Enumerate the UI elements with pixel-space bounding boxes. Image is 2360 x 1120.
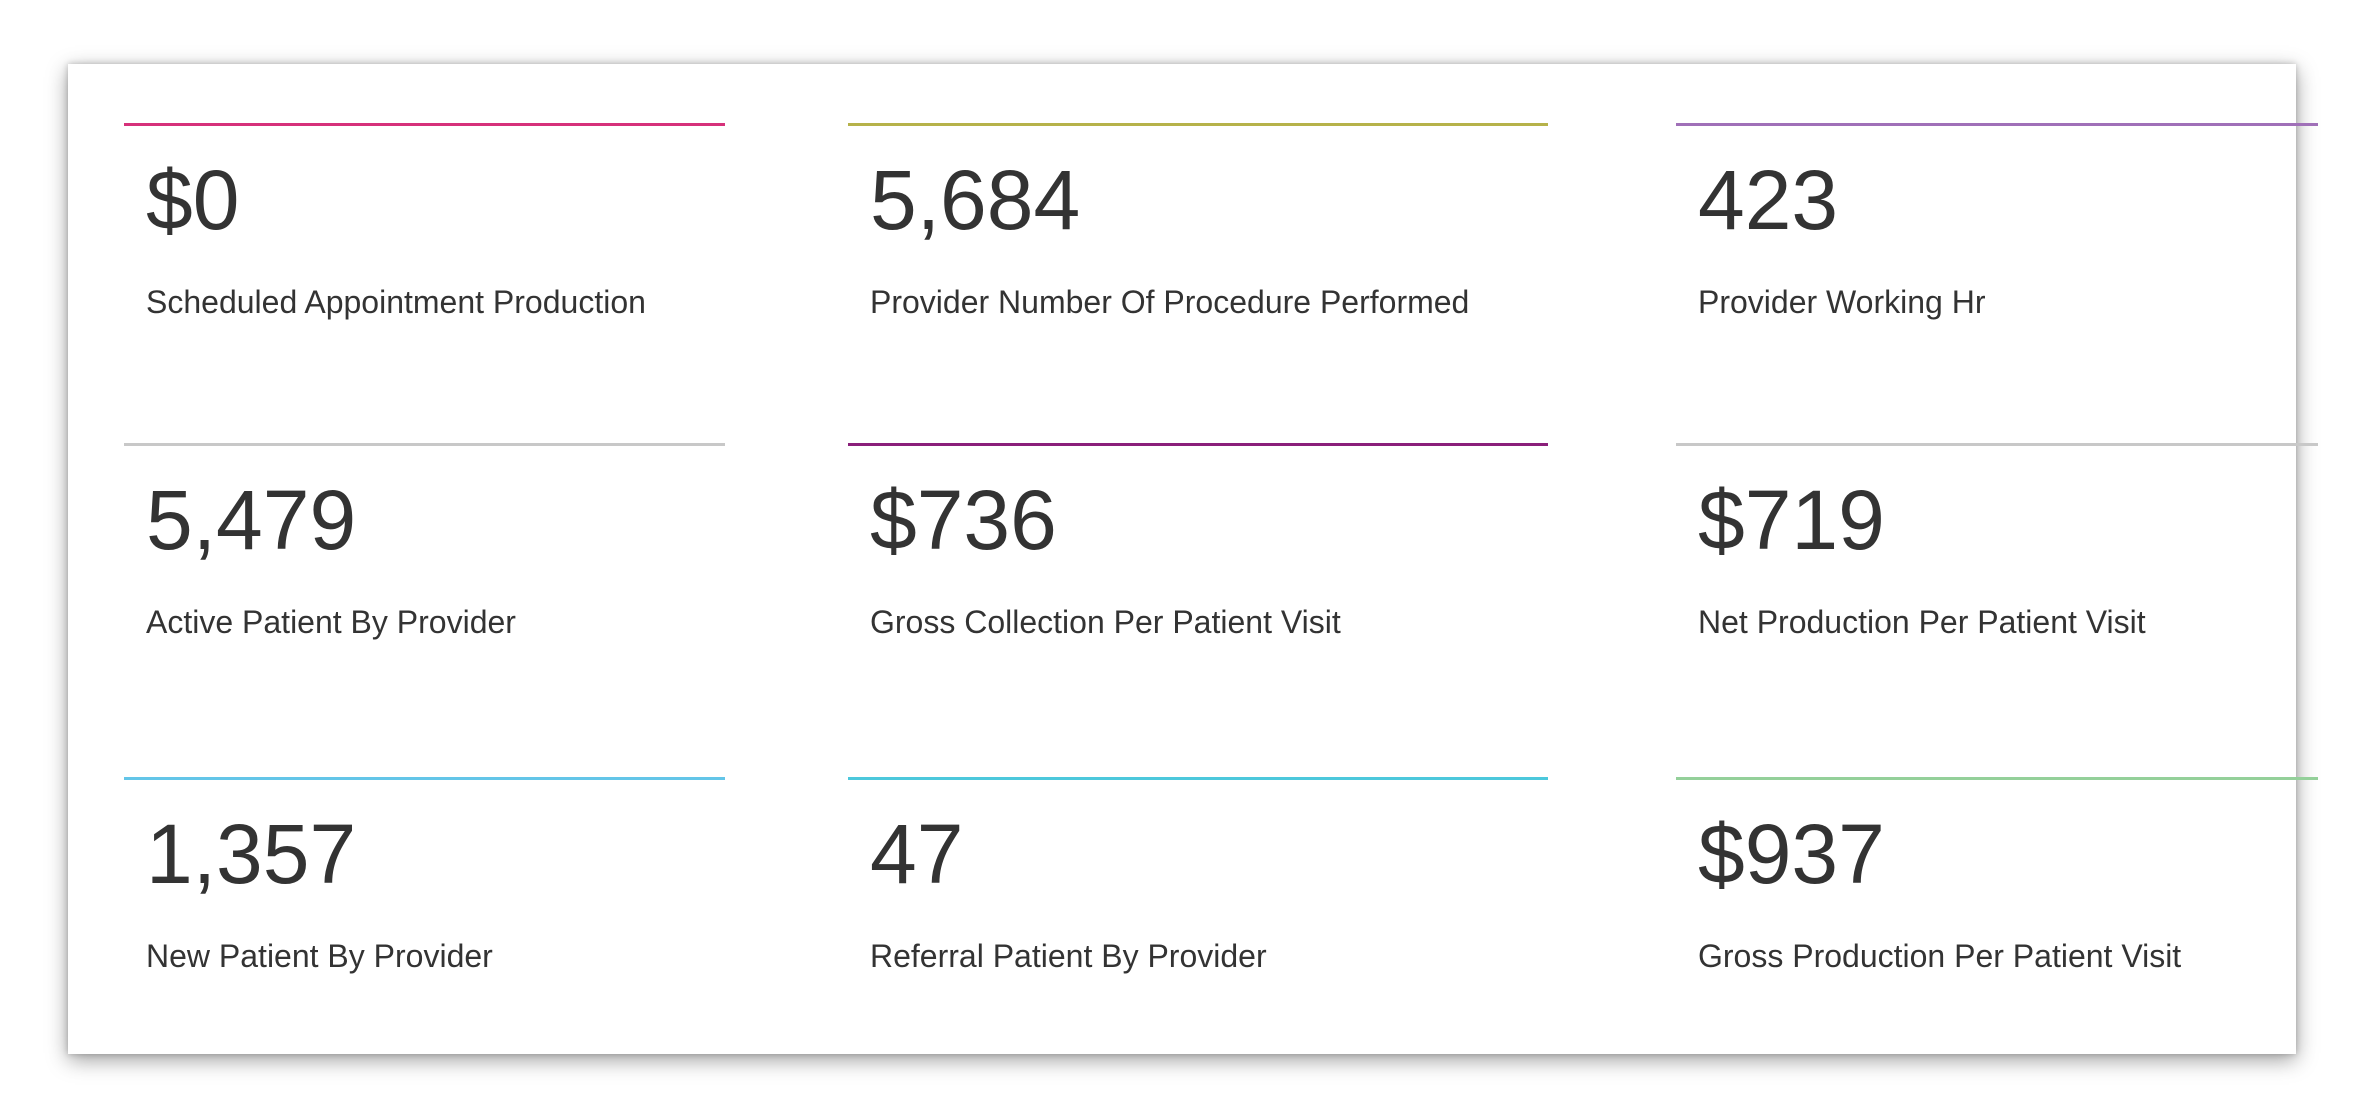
kpi-value: 1,357	[146, 807, 357, 901]
kpi-label: Provider Working Hr	[1698, 284, 1986, 320]
kpi-tile-gross-collection-per-visit: $736 Gross Collection Per Patient Visit	[848, 443, 1548, 638]
kpi-label: Active Patient By Provider	[146, 604, 516, 640]
kpi-label: Gross Production Per Patient Visit	[1698, 938, 2182, 974]
kpi-tile-scheduled-appointment-production: $0 Scheduled Appointment Production	[124, 123, 725, 318]
kpi-value: $0	[146, 153, 240, 247]
kpi-value: 423	[1698, 153, 1839, 247]
kpi-label: Referral Patient By Provider	[870, 938, 1267, 974]
kpi-label: Scheduled Appointment Production	[146, 284, 646, 320]
kpi-value: $736	[870, 473, 1057, 567]
kpi-tile-procedures-performed: 5,684 Provider Number Of Procedure Perfo…	[848, 123, 1548, 318]
kpi-tile-net-production-per-visit: $719 Net Production Per Patient Visit	[1676, 443, 2318, 638]
kpi-tile-provider-working-hours: 423 Provider Working Hr	[1676, 123, 2318, 318]
kpi-value: 47	[870, 807, 964, 901]
kpi-tile-active-patients: 5,479 Active Patient By Provider	[124, 443, 725, 638]
kpi-value: 5,684	[870, 153, 1081, 247]
kpi-label: New Patient By Provider	[146, 938, 493, 974]
kpi-label: Provider Number Of Procedure Performed	[870, 284, 1470, 320]
kpi-label: Net Production Per Patient Visit	[1698, 604, 2146, 640]
kpi-tile-new-patients: 1,357 New Patient By Provider	[124, 777, 725, 972]
kpi-value: 5,479	[146, 473, 357, 567]
kpi-tile-gross-production-per-visit: $937 Gross Production Per Patient Visit	[1676, 777, 2318, 972]
kpi-value: $719	[1698, 473, 1885, 567]
kpi-value: $937	[1698, 807, 1885, 901]
kpi-panel: $0 Scheduled Appointment Production 5,68…	[68, 64, 2318, 1054]
kpi-label: Gross Collection Per Patient Visit	[870, 604, 1341, 640]
kpi-tile-referral-patients: 47 Referral Patient By Provider	[848, 777, 1548, 972]
